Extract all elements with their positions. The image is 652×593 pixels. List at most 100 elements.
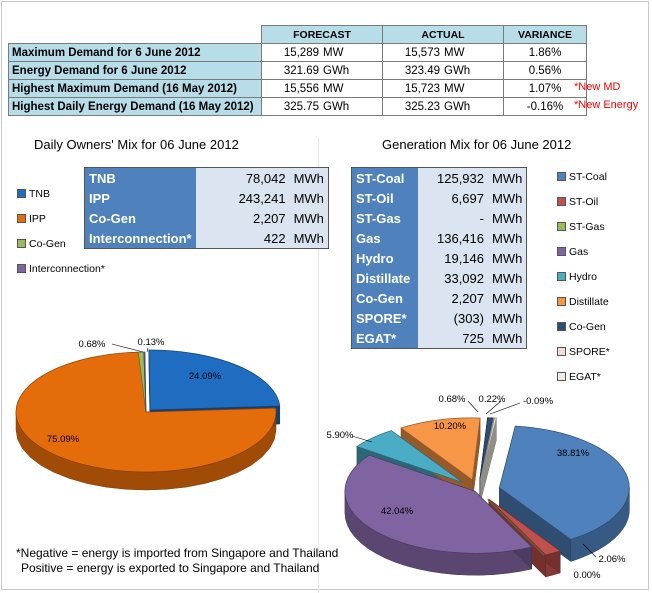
legend-swatch <box>557 346 566 356</box>
owners-mix-title: Daily Owners' Mix for 06 June 2012 <box>34 137 239 152</box>
table-row: SPORE* (303) MWh <box>351 308 527 328</box>
footnote-line-1: *Negative = energy is imported from Sing… <box>16 546 339 560</box>
generation-mix-table: ST-Coal 125,932 MWh ST-Oil 6,697 MWh ST-Gas -… <box>351 167 528 349</box>
source-unit: MWh <box>488 268 527 288</box>
pie-data-label: 38.81% <box>557 448 590 459</box>
new-energy-note: *New Energy <box>574 99 639 111</box>
legend-swatch <box>557 271 566 281</box>
pie-slice <box>148 349 281 411</box>
table-row: ST-Coal 125,932 MWh <box>351 167 527 188</box>
legend-item: ST-Oil <box>557 196 598 208</box>
table-row: Interconnection* 422 MWh <box>84 228 329 249</box>
demand-summary-table: FORECAST ACTUAL VARIANCE Maximum Demand … <box>8 25 587 116</box>
legend-item: Interconnection* <box>17 263 105 275</box>
row-label: Highest Daily Energy Demand (16 May 2012… <box>8 97 262 116</box>
legend-item: Co-Gen <box>17 238 66 250</box>
legend-label: EGAT* <box>569 371 601 383</box>
forecast-unit: GWh <box>323 64 350 77</box>
generation-mix-title: Generation Mix for 06 June 2012 <box>382 137 572 152</box>
pie-slice <box>143 351 147 413</box>
source-value: - <box>418 208 488 228</box>
legend-label: ST-Coal <box>569 171 607 183</box>
header-blank <box>8 25 262 44</box>
source-name: Hydro <box>351 248 418 268</box>
source-name: ST-Coal <box>351 167 418 188</box>
pie-slice <box>344 454 533 554</box>
table-row: Hydro 19,146 MWh <box>351 248 527 268</box>
source-unit: MWh <box>488 248 527 268</box>
pie-data-label: 0.22% <box>479 394 506 405</box>
owner-value: 2,207 <box>195 208 290 228</box>
forecast-unit: MW <box>323 82 344 95</box>
table-row: EGAT* 725 MWh <box>351 328 527 349</box>
pie-data-label: 0.00% <box>574 570 601 581</box>
source-unit: MWh <box>488 188 527 208</box>
pie-data-label: 24.09% <box>189 371 222 382</box>
source-name: ST-Oil <box>351 188 418 208</box>
legend-label: SPORE* <box>569 346 610 358</box>
owner-unit: MWh <box>289 167 329 188</box>
pie-slice <box>487 499 545 556</box>
legend-item: Gas <box>557 246 588 258</box>
legend-label: Distillate <box>569 296 609 308</box>
actual-unit: MW <box>444 82 465 95</box>
forecast-unit: GWh <box>323 100 350 113</box>
new-md-note: *New MD <box>574 81 621 93</box>
source-name: ST-Gas <box>351 208 418 228</box>
owners-mix-table: TNB 78,042 MWh IPP 243,241 MWh Co-Gen 2,207 MW… <box>84 167 329 249</box>
source-unit: MWh <box>488 208 527 228</box>
footnote-line-2: Positive = energy is exported to Singapo… <box>21 561 320 575</box>
pie-leader-line <box>351 435 373 443</box>
owner-value: 78,042 <box>195 167 290 188</box>
owner-name: Interconnection* <box>84 228 196 249</box>
pie-data-label: 75.09% <box>47 434 80 445</box>
owner-value: 422 <box>195 228 290 249</box>
row-label: Maximum Demand for 6 June 2012 <box>8 43 262 62</box>
source-value: 725 <box>418 328 488 349</box>
table-row: ST-Oil 6,697 MWh <box>351 188 527 208</box>
header-variance: VARIANCE <box>503 25 587 44</box>
source-value: 19,146 <box>418 248 488 268</box>
owner-unit: MWh <box>289 208 329 228</box>
pie-data-label: 42.04% <box>381 506 414 517</box>
source-name: Distillate <box>351 268 418 288</box>
source-value: (303) <box>418 308 488 328</box>
legend-label: Hydro <box>569 271 598 283</box>
legend-label: Co-Gen <box>29 238 66 250</box>
legend-item: EGAT* <box>557 371 601 383</box>
owner-unit: MWh <box>289 188 329 208</box>
legend-item: ST-Gas <box>557 221 605 233</box>
forecast-value: 15,556 <box>283 82 319 95</box>
table-header-row: FORECAST ACTUAL VARIANCE <box>8 25 587 44</box>
legend-label: TNB <box>29 188 50 200</box>
actual-value: 323.49 <box>404 64 440 77</box>
table-row: Maximum Demand for 6 June 2012 15,289 MW … <box>8 43 587 62</box>
pie-leader-line <box>467 400 479 413</box>
header-actual: ACTUAL <box>382 25 504 44</box>
legend-label: Interconnection* <box>29 263 105 275</box>
forecast-value: 321.69 <box>283 64 319 77</box>
variance-cell: -0.16% <box>503 97 587 116</box>
pie-slice <box>400 417 481 481</box>
source-value: 2,207 <box>418 288 488 308</box>
actual-value: 325.23 <box>404 100 440 113</box>
legend-label: IPP <box>29 213 46 225</box>
pie-data-label: 0.68% <box>79 339 106 350</box>
pie-slice <box>15 351 277 473</box>
pie-slice <box>356 430 463 483</box>
legend-swatch <box>557 321 566 331</box>
legend-item: Co-Gen <box>557 321 606 333</box>
source-name: EGAT* <box>351 328 418 349</box>
pie-leader-line <box>111 343 144 353</box>
table-row: ST-Gas - MWh <box>351 208 527 228</box>
header-forecast: FORECAST <box>261 25 383 44</box>
divider <box>318 138 319 593</box>
source-value: 125,932 <box>418 167 488 188</box>
table-row: Co-Gen 2,207 MWh <box>84 208 329 228</box>
pie-data-label: 5.90% <box>327 430 354 441</box>
owner-value: 243,241 <box>195 188 290 208</box>
table-row: Distillate 33,092 MWh <box>351 268 527 288</box>
source-name: Co-Gen <box>351 288 418 308</box>
legend-swatch <box>17 213 26 223</box>
